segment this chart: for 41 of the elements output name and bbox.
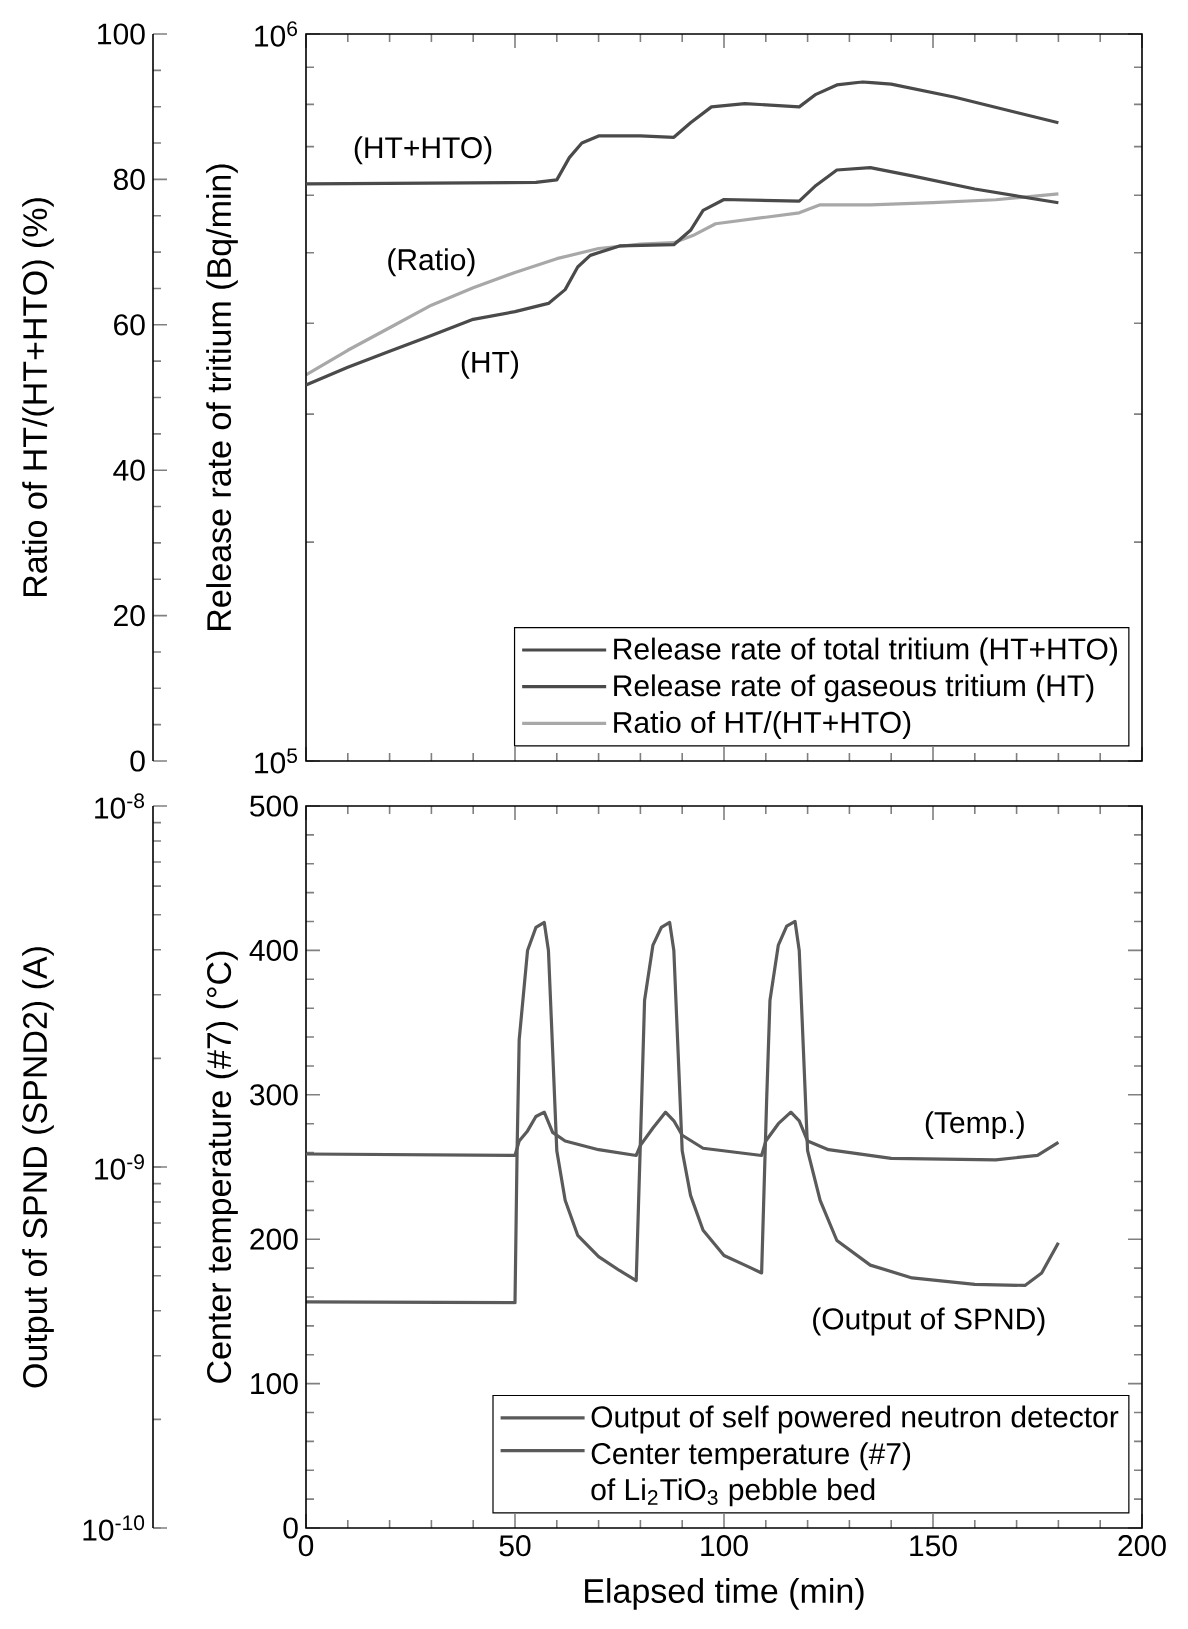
y2-tick-label: 300: [250, 1084, 298, 1106]
line-series: [306, 165, 1060, 387]
y-axis-title: Ratio of HT/(HT+HTO) (%): [22, 198, 54, 597]
line-series: [306, 192, 1060, 377]
annotation: (Output of SPND): [813, 1307, 1045, 1336]
y-tick-label: 10$^{-9}$: [95, 1154, 144, 1180]
y2-axis-title: Center temperature (#7) (°C): [206, 951, 238, 1383]
annotation: (HT): [461, 350, 519, 379]
x-axis-title: Elapsed time (min): [585, 1578, 864, 1610]
x-tick-label: 200: [1118, 1535, 1166, 1557]
line-series: [306, 919, 1060, 1305]
y2-tick-label: 10$^{6}$: [255, 21, 298, 47]
y2-tick-label: 400: [249, 939, 298, 962]
x-tick-label: 50: [499, 1535, 531, 1557]
y2-tick-label: 10$^{5}$: [255, 748, 298, 774]
y-axis-title: Output of SPND (SPND2) (A): [22, 947, 54, 1388]
y-tick-label: 40: [113, 459, 145, 481]
legend-label: Output of self powered neutron detector: [591, 1405, 1119, 1434]
y2-tick-label: 500: [250, 795, 298, 817]
annotation: (Temp.): [925, 1111, 1024, 1140]
y2-axis-title: Release rate of tritium (Bq/min): [206, 164, 238, 630]
x-tick-label: 0: [298, 1535, 314, 1557]
y2-tick-label: 100: [251, 1372, 298, 1395]
y-tick-label: 100: [98, 23, 145, 45]
legend-label: Release rate of total tritium (HT+HTO): [614, 637, 1117, 666]
x-tick-label: 100: [701, 1535, 748, 1557]
y-tick-label: 20: [114, 604, 145, 627]
y-tick-label: 10$^{-10}$: [83, 1515, 145, 1541]
line-series: [306, 80, 1060, 186]
y-tick-label: 80: [113, 168, 145, 191]
legend-label: Release rate of gaseous tritium (HT): [614, 674, 1094, 703]
legend-label: Ratio of HT/(HT+HTO): [614, 711, 911, 740]
y-tick-label: 0: [130, 750, 145, 772]
annotation: (HT+HTO): [354, 136, 492, 165]
annotation: (Ratio): [388, 248, 475, 277]
y2-tick-label: 200: [250, 1228, 298, 1250]
legend-label: Center temperature (#7) of Li$_{2}$TiO$_{3}$ pebble bed: [591, 1442, 911, 1507]
y-tick-label: 60: [114, 314, 145, 336]
y2-tick-label: 0: [283, 1517, 298, 1539]
x-tick-label: 150: [910, 1535, 957, 1557]
y-tick-label: 10$^{-8}$: [95, 793, 145, 819]
